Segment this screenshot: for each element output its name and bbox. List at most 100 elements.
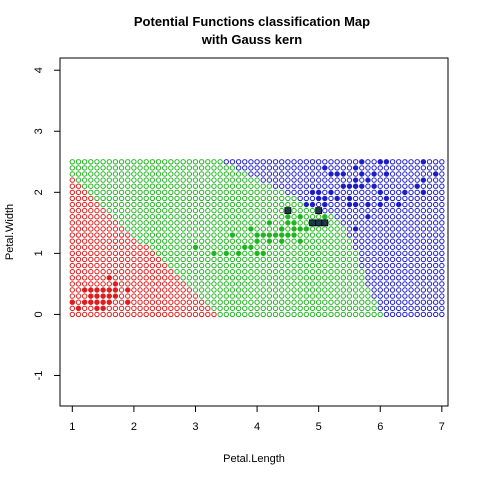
grid-point <box>217 214 223 220</box>
grid-point <box>402 159 408 165</box>
grid-point <box>131 256 137 263</box>
y-tick-label: 0 <box>33 311 45 317</box>
grid-point <box>389 305 396 312</box>
grid-point <box>315 214 322 220</box>
grid-point <box>383 293 390 299</box>
grid-point <box>75 299 82 305</box>
grid-point <box>192 281 199 287</box>
grid-point <box>242 171 248 177</box>
grid-point <box>322 262 328 269</box>
grid-point <box>198 207 205 214</box>
grid-point <box>389 189 396 196</box>
grid-point <box>186 220 193 226</box>
grid-point <box>229 171 236 177</box>
training-point-virginica <box>353 177 359 183</box>
grid-point <box>272 287 279 293</box>
grid-point <box>186 293 193 299</box>
grid-point <box>396 262 402 269</box>
grid-point <box>217 165 223 171</box>
grid-point <box>149 159 156 165</box>
grid-point <box>414 189 420 196</box>
grid-point <box>143 226 149 232</box>
grid-point <box>112 214 119 220</box>
grid-point <box>371 281 377 287</box>
grid-point <box>168 275 174 281</box>
grid-point <box>143 220 149 226</box>
grid-point <box>377 165 383 171</box>
grid-point <box>315 281 322 287</box>
grid-point <box>254 287 260 293</box>
grid-point <box>371 268 377 275</box>
grid-point <box>100 207 106 214</box>
grid-point <box>211 256 217 263</box>
grid-point <box>272 244 279 250</box>
grid-point <box>131 159 137 165</box>
grid-point <box>229 159 236 165</box>
grid-point <box>396 171 402 177</box>
grid-point <box>439 220 445 226</box>
grid-point <box>186 189 193 196</box>
grid-point <box>377 311 383 318</box>
grid-point <box>69 238 76 244</box>
grid-point <box>229 262 236 269</box>
grid-point <box>125 177 131 183</box>
grid-point <box>143 232 149 238</box>
training-point-setosa <box>94 293 100 299</box>
grid-point <box>365 244 371 250</box>
grid-point <box>211 177 217 183</box>
grid-point <box>389 275 396 281</box>
grid-point <box>396 305 402 312</box>
grid-point <box>149 226 156 232</box>
grid-point <box>94 232 100 238</box>
grid-point <box>432 268 439 275</box>
grid-point <box>149 238 156 244</box>
grid-point <box>88 250 94 257</box>
grid-point <box>439 262 445 269</box>
grid-point <box>303 293 310 299</box>
grid-point <box>223 256 229 263</box>
grid-point <box>118 244 125 250</box>
grid-point <box>315 250 322 257</box>
grid-point <box>272 256 279 263</box>
grid-point <box>192 293 199 299</box>
grid-point <box>174 201 180 208</box>
grid-point <box>254 262 260 269</box>
grid-point <box>155 214 162 220</box>
grid-point <box>205 159 211 165</box>
grid-point <box>426 281 433 287</box>
grid-point <box>439 207 445 214</box>
grid-point <box>266 268 273 275</box>
grid-point <box>340 244 346 250</box>
grid-point <box>371 262 377 269</box>
grid-point <box>334 281 340 287</box>
grid-point <box>235 287 242 293</box>
grid-point <box>352 220 359 226</box>
grid-point <box>248 293 254 299</box>
grid-point <box>414 207 420 214</box>
grid-point <box>309 214 316 220</box>
grid-point <box>303 299 310 305</box>
grid-point <box>112 232 119 238</box>
grid-point <box>309 232 316 238</box>
grid-point <box>174 220 180 226</box>
grid-point <box>254 183 260 189</box>
grid-point <box>315 201 322 208</box>
grid-point <box>371 226 377 232</box>
grid-point <box>346 207 353 214</box>
grid-point <box>211 195 217 202</box>
grid-point <box>426 177 433 183</box>
grid-point <box>303 195 310 202</box>
grid-point <box>439 275 445 281</box>
grid-point <box>211 165 217 171</box>
grid-point <box>155 171 162 177</box>
grid-point <box>402 293 408 299</box>
grid-point <box>414 214 420 220</box>
training-point-versicolor <box>285 232 291 238</box>
grid-point <box>155 256 162 263</box>
grid-point <box>328 262 334 269</box>
grid-point <box>346 226 353 232</box>
grid-point <box>359 275 365 281</box>
grid-point <box>389 299 396 305</box>
grid-point <box>272 305 279 312</box>
grid-point <box>75 275 82 281</box>
